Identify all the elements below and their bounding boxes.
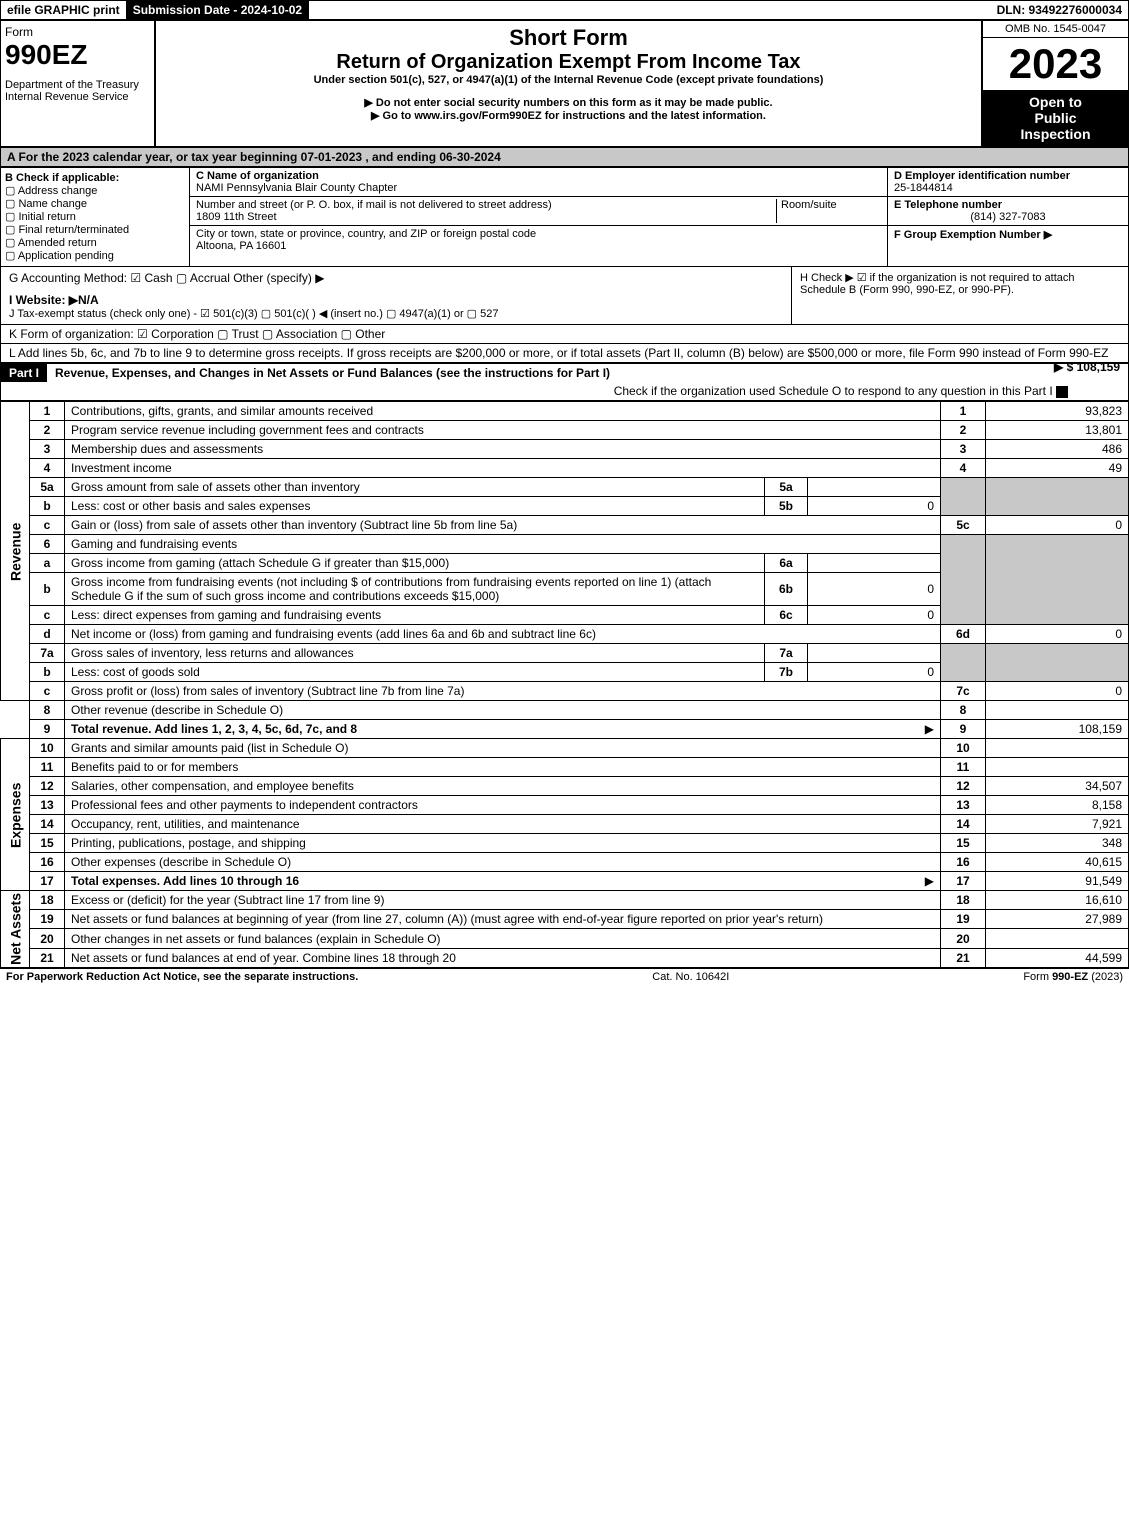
group-exemption: F Group Exemption Number ▶ (894, 229, 1052, 241)
room-suite: Room/suite (776, 199, 881, 223)
line-6b-value: 0 (808, 573, 941, 606)
line-15-value: 348 (986, 834, 1129, 853)
check-initial[interactable]: ▢ Initial return (5, 210, 185, 223)
line-21-value: 44,599 (986, 948, 1129, 967)
org-street: 1809 11th Street (196, 211, 277, 223)
expenses-tab: Expenses (1, 739, 30, 891)
line-3-value: 486 (986, 440, 1129, 459)
page-footer: For Paperwork Reduction Act Notice, see … (0, 968, 1129, 985)
note-ssn: ▶ Do not enter social security numbers o… (160, 96, 977, 109)
section-c: C Name of organization NAMI Pennsylvania… (190, 168, 888, 266)
tax-exempt-status[interactable]: J Tax-exempt status (check only one) - ☑… (9, 307, 783, 320)
form-label: Form (5, 25, 150, 39)
org-info-row: B Check if applicable: ▢ Address change … (0, 167, 1129, 267)
section-de: D Employer identification number 25-1844… (888, 168, 1128, 266)
check-amended[interactable]: ▢ Amended return (5, 236, 185, 249)
check-final[interactable]: ▢ Final return/terminated (5, 223, 185, 236)
line-14-value: 7,921 (986, 815, 1129, 834)
line-6c-value: 0 (808, 606, 941, 625)
part-1-header: Part I Revenue, Expenses, and Changes in… (0, 363, 1129, 401)
phone: (814) 327-7083 (894, 211, 1122, 223)
tax-year: 2023 (983, 38, 1128, 90)
line-7b-value: 0 (808, 663, 941, 682)
line-6d-value: 0 (986, 625, 1129, 644)
line-16-value: 40,615 (986, 853, 1129, 872)
section-l: L Add lines 5b, 6c, and 7b to line 9 to … (0, 344, 1129, 363)
efile-label[interactable]: efile GRAPHIC print (1, 1, 127, 19)
line-4-value: 49 (986, 459, 1129, 478)
revenue-tab: Revenue (1, 402, 30, 701)
org-name: NAMI Pennsylvania Blair County Chapter (196, 182, 397, 194)
line-2-value: 13,801 (986, 421, 1129, 440)
revenue-table: Revenue 1 Contributions, gifts, grants, … (0, 401, 1129, 968)
line-9-value: 108,159 (986, 720, 1129, 739)
inspection-badge: Open to Public Inspection (983, 90, 1128, 146)
line-7c-value: 0 (986, 682, 1129, 701)
line-18-value: 16,610 (986, 891, 1129, 910)
line-13-value: 8,158 (986, 796, 1129, 815)
gross-receipts: ▶ $ 108,159 (1054, 360, 1120, 374)
website: I Website: ▶N/A (9, 293, 783, 307)
check-name[interactable]: ▢ Name change (5, 197, 185, 210)
org-city: Altoona, PA 16601 (196, 240, 286, 252)
line-5b-value: 0 (808, 497, 941, 516)
part-1-label: Part I (1, 364, 47, 382)
dln: DLN: 93492276000034 (991, 1, 1128, 19)
title-short: Short Form (160, 25, 977, 51)
form-header: Form 990EZ Department of the Treasury In… (0, 20, 1129, 147)
form-ref: Form 990-EZ (2023) (1023, 971, 1123, 983)
line-17-value: 91,549 (986, 872, 1129, 891)
line-12-value: 34,507 (986, 777, 1129, 796)
title-return: Return of Organization Exempt From Incom… (160, 51, 977, 74)
line-5c-value: 0 (986, 516, 1129, 535)
note-link[interactable]: ▶ Go to www.irs.gov/Form990EZ for instru… (160, 109, 977, 122)
section-gh: G Accounting Method: ☑ Cash ▢ Accrual Ot… (0, 267, 1129, 325)
irs-label: Internal Revenue Service (5, 91, 150, 103)
ein: 25-1844814 (894, 182, 953, 194)
schedule-o-check[interactable] (1056, 386, 1068, 398)
check-address[interactable]: ▢ Address change (5, 184, 185, 197)
accounting-method[interactable]: G Accounting Method: ☑ Cash ▢ Accrual Ot… (9, 271, 783, 285)
dept-treasury: Department of the Treasury (5, 79, 150, 91)
form-number: 990EZ (5, 39, 150, 71)
line-19-value: 27,989 (986, 910, 1129, 929)
netassets-tab: Net Assets (1, 891, 30, 968)
section-k[interactable]: K Form of organization: ☑ Corporation ▢ … (0, 325, 1129, 344)
section-h[interactable]: H Check ▶ ☑ if the organization is not r… (791, 267, 1128, 324)
subtitle: Under section 501(c), 527, or 4947(a)(1)… (160, 74, 977, 86)
line-1-value: 93,823 (986, 402, 1129, 421)
omb-number: OMB No. 1545-0047 (983, 21, 1128, 38)
check-pending[interactable]: ▢ Application pending (5, 249, 185, 262)
top-bar: efile GRAPHIC print Submission Date - 20… (0, 0, 1129, 20)
section-b: B Check if applicable: ▢ Address change … (1, 168, 190, 266)
submission-date: Submission Date - 2024-10-02 (127, 1, 309, 19)
section-a: A For the 2023 calendar year, or tax yea… (0, 147, 1129, 167)
